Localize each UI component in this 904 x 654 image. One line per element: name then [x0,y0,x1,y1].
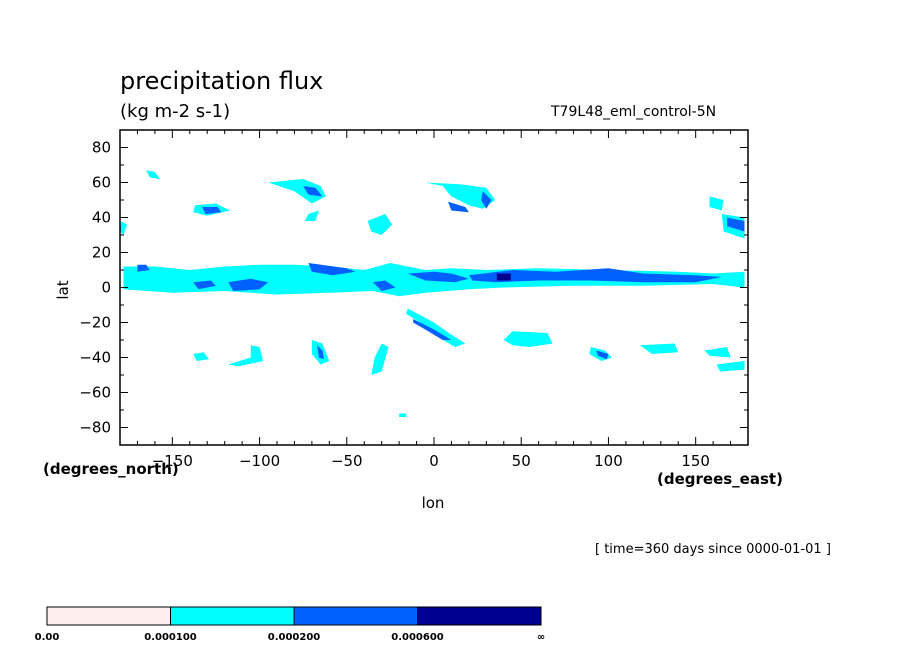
contour-region-14 [304,210,319,221]
time-label: [ time=360 days since 0000-01-01 ] [595,542,831,557]
y-tick-label: −80 [79,419,111,437]
contour-region-27 [228,345,263,367]
x-axis-unit: (degrees_east) [657,470,783,488]
x-axis-label: lon [422,494,445,512]
y-tick-label: −60 [79,384,111,402]
contour-region-4 [308,263,356,276]
x-tick-label: −100 [239,452,280,470]
x-tick-label: 50 [512,452,531,470]
contour-region-7 [468,268,722,283]
axis-ticks: −150 −100 −50 0 50 100 150 −80 −60 −40 −20 0 20 40 60 8… [79,129,748,470]
contour-region-2 [228,278,269,291]
y-tick-label: −20 [79,314,111,332]
contour-region-10 [268,179,326,204]
colorbar-label-0: 0.00 [35,632,60,643]
colorbar-label-4: ∞ [537,632,545,643]
contour-region-8 [496,273,511,281]
colorbar-swatch-2 [293,606,418,626]
contour-fills [120,170,745,417]
x-tick-label: 100 [594,452,623,470]
contour-region-30 [371,343,389,375]
contour-region-1 [137,264,150,272]
y-axis-unit: (degrees_north) [43,460,179,478]
y-tick-label: 80 [92,139,111,157]
contour-region-17 [448,201,469,213]
contour-region-26 [193,352,209,361]
colorbar: 0.00 0.000100 0.000200 0.000600 ∞ [35,606,545,643]
contour-region-32 [596,350,609,360]
x-tick-label: −50 [331,452,363,470]
y-tick-label: 40 [92,209,111,227]
chart-units: (kg m-2 s-1) [120,101,231,122]
contour-region-3 [193,280,216,290]
contour-region-33 [639,343,679,354]
y-tick-label: 20 [92,244,111,262]
contour-region-25 [503,331,553,347]
contour-region-36 [399,413,407,417]
y-axis-label: lat [54,280,72,299]
colorbar-label-3: 0.000600 [391,632,444,643]
colorbar-label-2: 0.000200 [268,632,321,643]
y-tick-label: 0 [101,279,111,297]
contour-region-35 [716,361,745,372]
contour-region-18 [481,191,492,209]
contour-region-16 [425,182,496,209]
contour-region-24 [413,319,452,340]
contour-region-19 [709,196,724,211]
contour-region-21 [727,217,745,232]
contour-region-29 [317,345,325,360]
contour-region-23 [406,308,466,347]
chart-title: precipitation flux [120,67,324,95]
run-id: T79L48_eml_control-5N [551,104,717,120]
contour-region-9 [146,170,161,179]
colorbar-swatch-3 [417,606,542,626]
contour-region-34 [704,347,731,358]
contour-region-22 [120,221,127,235]
x-tick-label: 150 [681,452,710,470]
contour-region-13 [202,207,222,214]
colorbar-swatch-0 [46,606,171,626]
colorbar-label-1: 0.000100 [144,632,197,643]
contour-region-11 [303,186,323,197]
x-tick-label: −150 [152,452,193,470]
y-tick-label: −40 [79,349,111,367]
contour-region-15 [367,214,393,235]
y-tick-label: 60 [92,174,111,192]
contour-region-5 [372,280,396,291]
contour-region-6 [407,271,469,283]
x-tick-label: 0 [429,452,439,470]
colorbar-swatch-1 [170,606,295,626]
